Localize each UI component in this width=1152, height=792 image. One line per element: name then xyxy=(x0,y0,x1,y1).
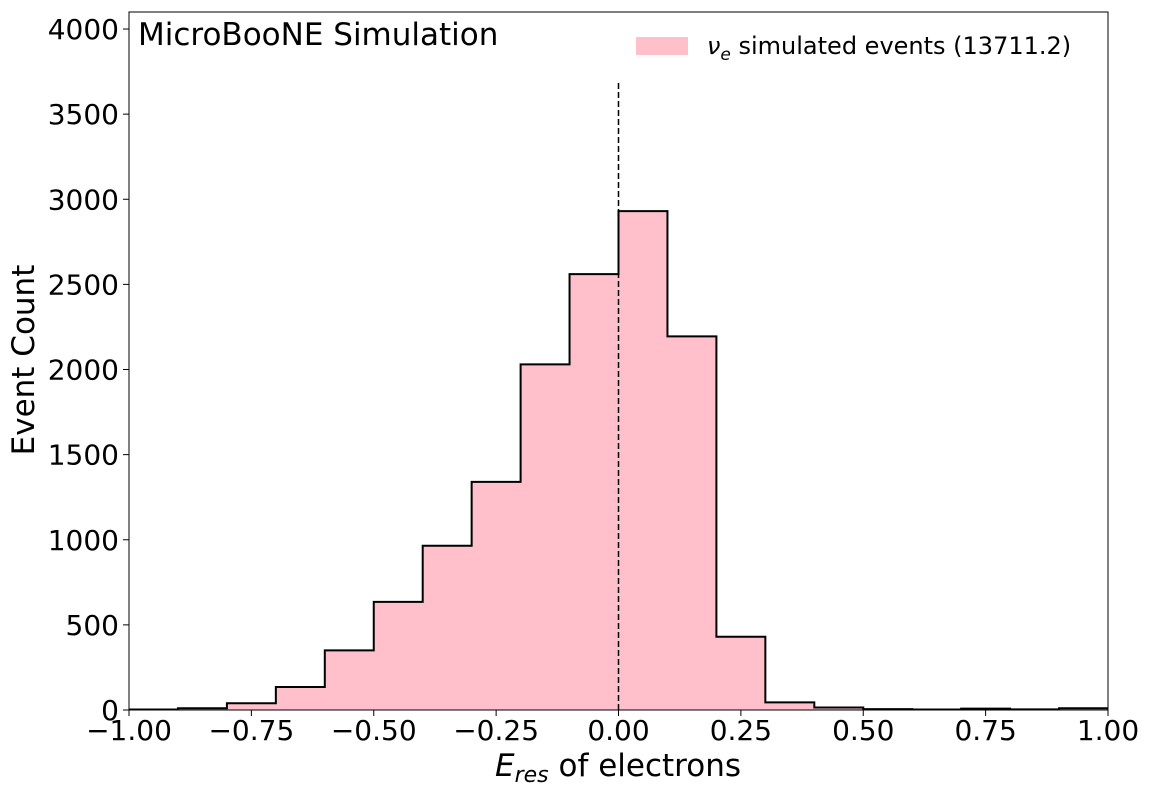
x-axis-title: Eres of electrons xyxy=(495,748,741,788)
histogram-bar xyxy=(814,707,864,710)
histogram-bar xyxy=(520,364,571,710)
y-tick-label: 2000 xyxy=(48,354,119,387)
legend-entry: νe simulated events (13711.2) xyxy=(707,32,1071,65)
y-tick-label: 1000 xyxy=(48,524,119,557)
y-tick-label: 1500 xyxy=(48,439,119,472)
y-tick-label: 3500 xyxy=(48,98,119,131)
histogram-bar xyxy=(226,703,277,710)
x-tick-label: 0.00 xyxy=(587,714,649,747)
y-axis-title: Event Count xyxy=(6,265,42,456)
y-tick-label: 4000 xyxy=(48,13,119,46)
x-tick-label: 1.00 xyxy=(1077,714,1139,747)
histogram-bar xyxy=(667,336,717,710)
x-tick-label: 0.75 xyxy=(954,714,1016,747)
x-axis-symbol-subscript: res xyxy=(515,763,549,788)
x-axis-symbol: E xyxy=(495,748,515,784)
legend: νe simulated events (13711.2) xyxy=(636,32,1071,65)
x-tick-label: −0.25 xyxy=(453,714,539,747)
x-axis-ticks: −1.00 −0.75 −0.50 −0.25 0.00 0.25 0.50 0.75 1.00 xyxy=(86,710,1139,747)
x-tick-label: −0.75 xyxy=(208,714,294,747)
histogram-bar xyxy=(716,636,766,710)
legend-symbol: ν xyxy=(707,32,720,60)
histogram-bar xyxy=(569,274,620,710)
legend-symbol-subscript: e xyxy=(720,45,730,65)
legend-swatch xyxy=(636,37,688,55)
x-tick-label: 0.25 xyxy=(710,714,772,747)
histogram-bars xyxy=(129,211,1109,710)
x-tick-label: 0.50 xyxy=(832,714,894,747)
x-tick-label: −0.50 xyxy=(331,714,417,747)
y-tick-label: 2500 xyxy=(48,268,119,301)
histogram-bar xyxy=(324,650,375,710)
legend-label: simulated events (13711.2) xyxy=(731,32,1071,60)
y-tick-label: 3000 xyxy=(48,183,119,216)
x-tick-label: −1.00 xyxy=(86,714,172,747)
y-tick-label: 0 xyxy=(101,694,119,727)
histogram-bar xyxy=(618,211,669,710)
histogram-step-outline xyxy=(129,210,1108,711)
histogram-bar xyxy=(373,601,424,710)
chart-annotation: MicroBooNE Simulation xyxy=(138,17,498,53)
histogram-bar xyxy=(471,481,522,710)
y-axis-ticks: 0 500 1000 1500 2000 2500 3000 3500 4000 xyxy=(48,13,129,727)
histogram-bar xyxy=(765,702,815,710)
x-axis-title-rest: of electrons xyxy=(549,748,741,784)
y-tick-label: 500 xyxy=(66,609,119,642)
histogram-bar xyxy=(275,687,326,710)
histogram-bar xyxy=(422,545,473,710)
